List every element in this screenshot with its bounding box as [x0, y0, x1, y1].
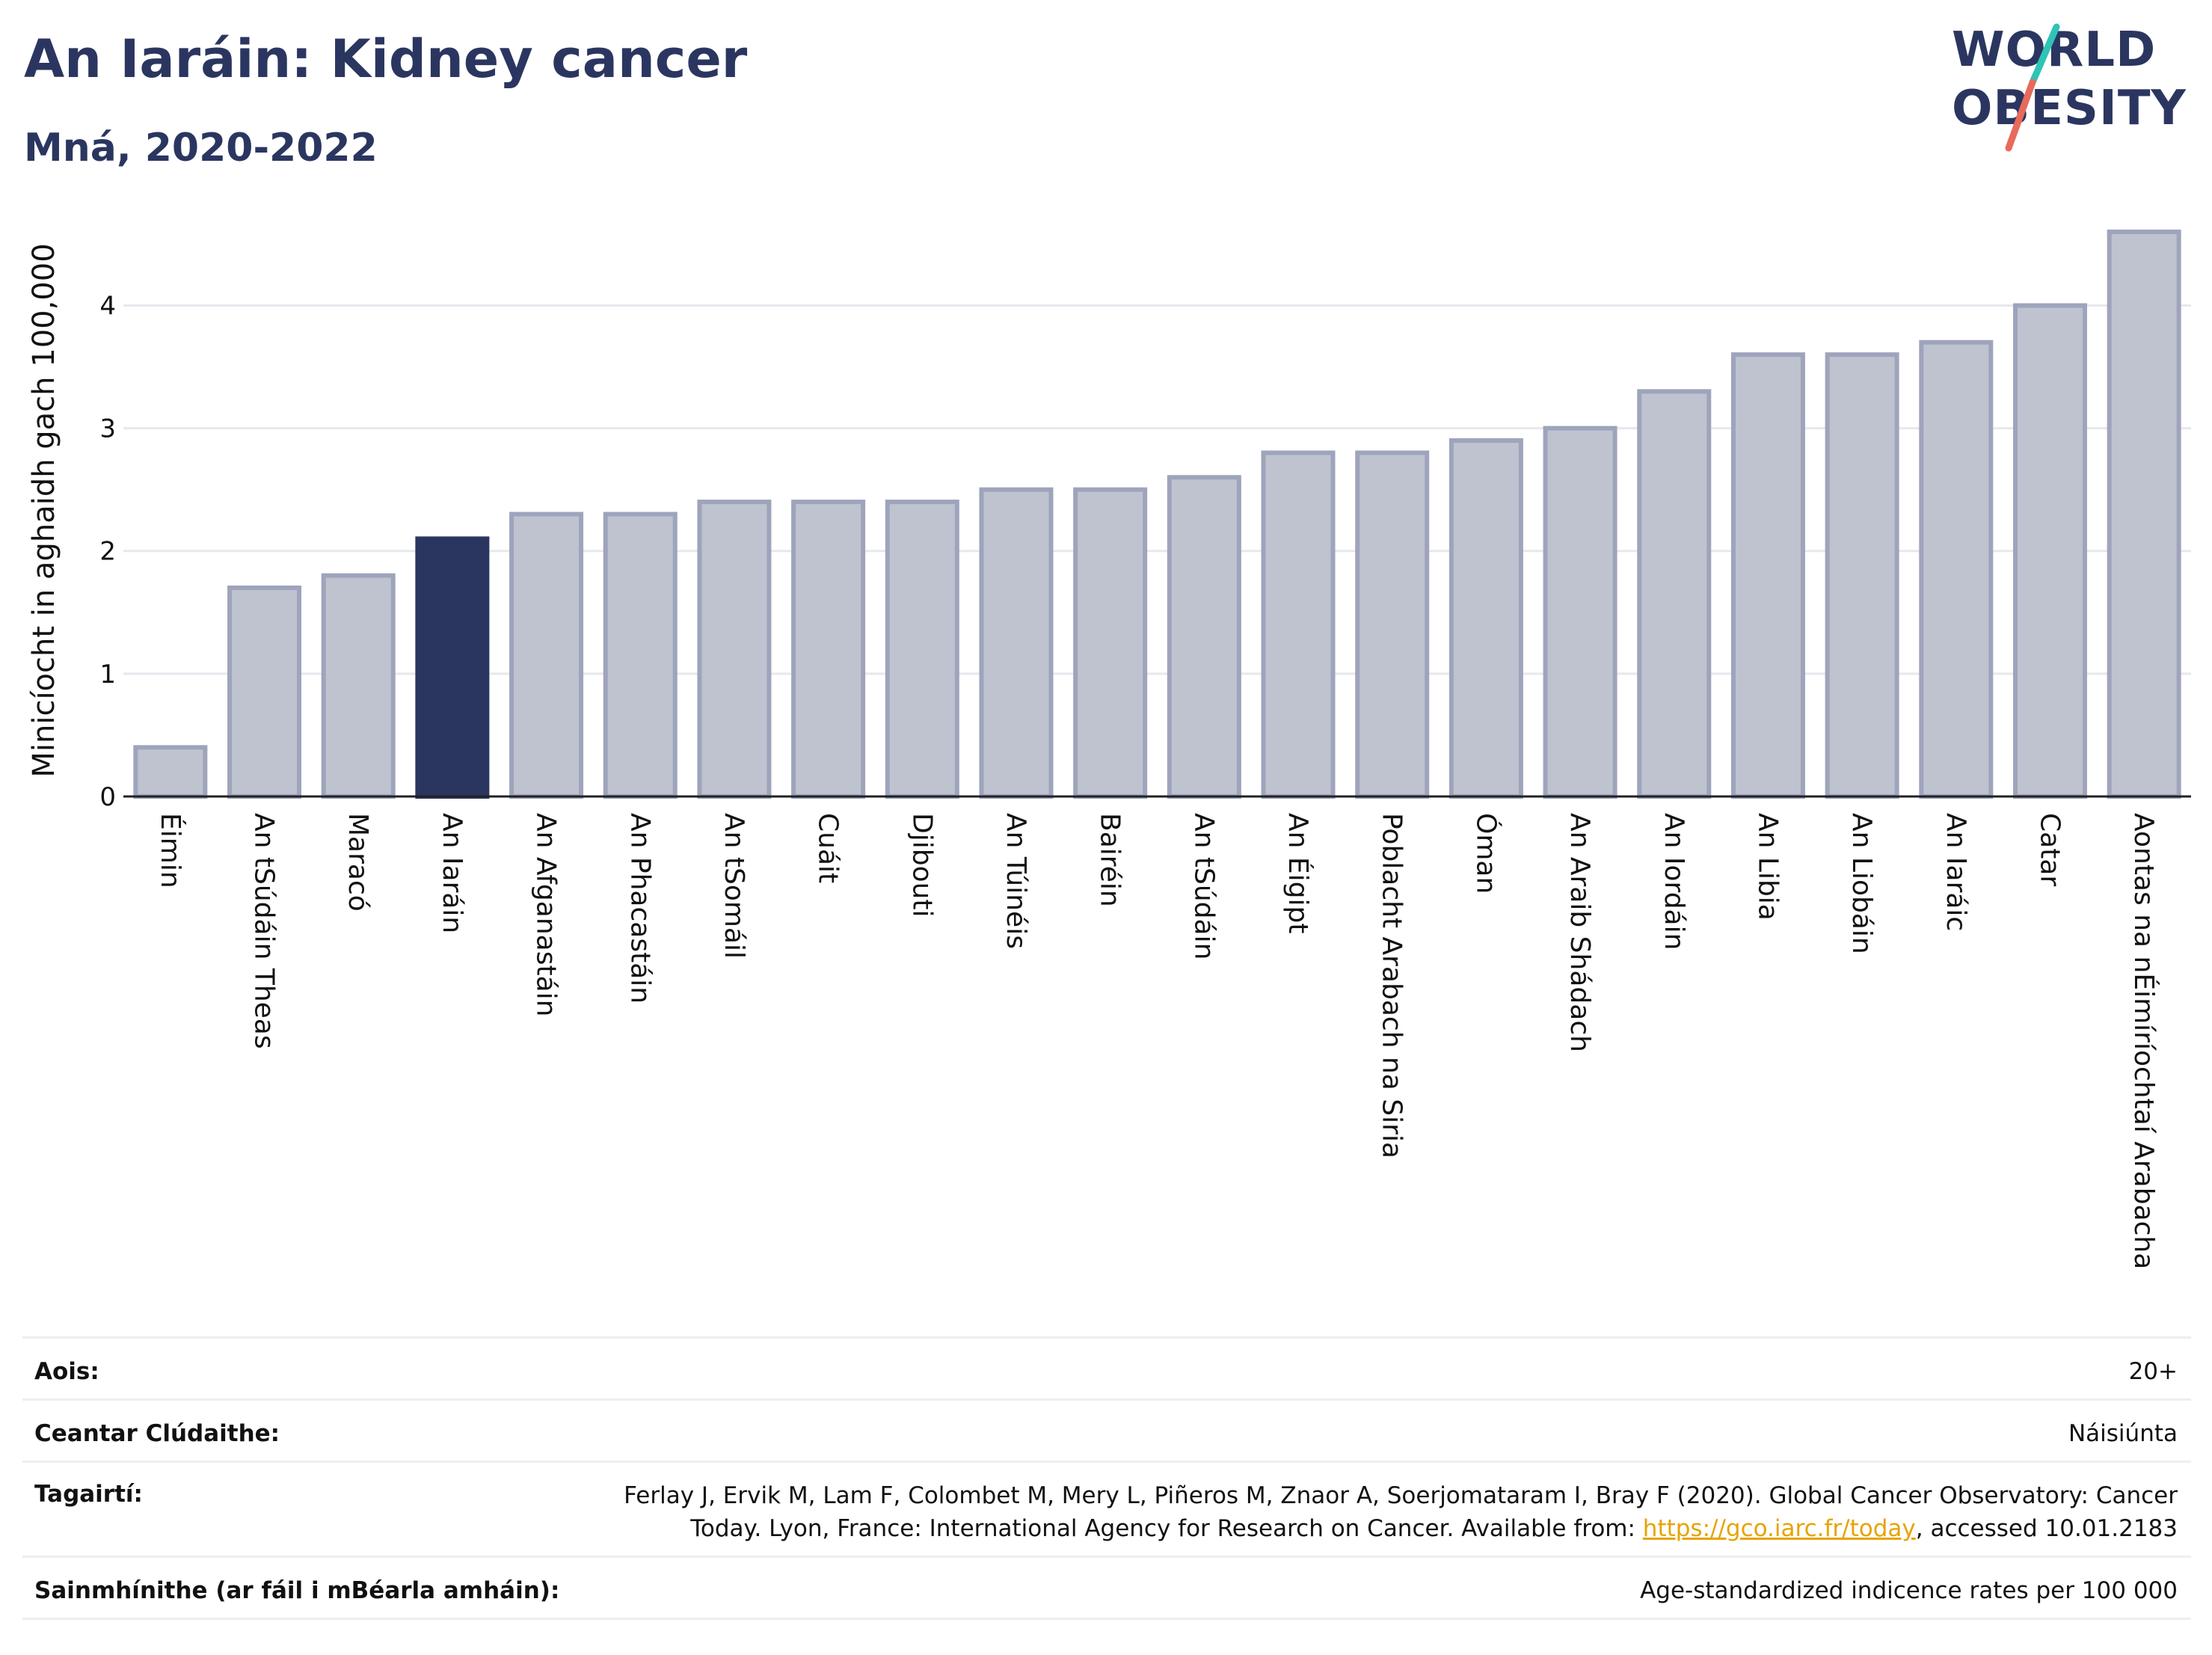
x-tick-label: Cuáit [813, 813, 844, 883]
logo-slash-icon [2005, 23, 2060, 152]
x-tick-label: Bairéin [1095, 813, 1125, 907]
references-text-3: , accessed 10.01.2183 [1915, 1515, 2178, 1542]
x-tick-label: An Éigipt [1282, 813, 1314, 933]
chart-title: An Iaráin: Kidney cancer [24, 28, 748, 90]
bar [415, 536, 490, 799]
bar [1167, 475, 1241, 799]
bar [1543, 426, 1617, 799]
bar [1261, 450, 1336, 799]
info-row-coverage: Ceantar Clúdaithe: Náisiúnta [22, 1398, 2191, 1461]
bar [1730, 352, 1805, 799]
y-tick-label: 2 [99, 537, 116, 567]
coverage-value: Náisiúnta [2068, 1420, 2178, 1447]
bar [603, 512, 678, 799]
x-tick-label: An Iordáin [1659, 813, 1689, 950]
chart-subtitle: Mná, 2020-2022 [24, 126, 378, 171]
x-tick-label: An Túinéis [1001, 813, 1031, 949]
x-tick-label: Aontas na nÉimíríochtaí Arabacha [2128, 813, 2160, 1269]
bar-chart: 0 1 2 3 4 Minicíocht in aghaidh gach 100,000 É… [27, 230, 2191, 1269]
references-text-2: Today. Lyon, France: International Agenc… [690, 1515, 1643, 1542]
references-value: Ferlay J, Ervik M, Lam F, Colombet M, Me… [624, 1463, 2191, 1556]
x-tick-label: An Iaráin [437, 813, 467, 933]
bar [1073, 487, 1148, 799]
y-tick-label: 4 [99, 291, 116, 321]
x-tick-label: An Araib Shádach [1564, 813, 1595, 1052]
definitions-value: Age-standardized indicence rates per 100… [1640, 1577, 2178, 1604]
bar [791, 500, 866, 799]
x-tick-label: An tSomáil [719, 813, 749, 959]
y-tick-label: 3 [99, 414, 116, 444]
x-tick-label: An tSúdáin [1188, 813, 1219, 959]
logo-line-2: OBESITY [1952, 81, 2187, 136]
x-tick-label: An Liobáin [1846, 813, 1877, 954]
x-tick-label: Catar [2034, 813, 2065, 886]
bar [1637, 389, 1712, 799]
x-tick-label: An tSúdáin Theas [249, 813, 280, 1049]
info-row-age: Aois: 20+ [22, 1336, 2191, 1398]
x-tick-label: An Phacastáin [624, 813, 655, 1004]
coverage-label: Ceantar Clúdaithe: [34, 1420, 280, 1447]
y-tick-label: 1 [99, 660, 116, 690]
bar [227, 585, 302, 799]
bar [133, 745, 208, 799]
bar [1448, 438, 1523, 799]
definitions-label: Sainmhínithe (ar fáil i mBéarla amháin): [34, 1577, 560, 1604]
bar [321, 573, 396, 799]
bar [1919, 340, 1994, 799]
references-label: Tagairtí: [34, 1481, 143, 1508]
bar [979, 487, 1054, 799]
bar [1825, 352, 1899, 799]
y-axis-label: Minicíocht in aghaidh gach 100,000 [27, 243, 61, 777]
x-tick-label: Maracó [342, 813, 373, 912]
age-value: 20+ [2128, 1358, 2178, 1385]
bar [697, 500, 772, 799]
info-row-references: Tagairtí: Ferlay J, Ervik M, Lam F, Colo… [22, 1461, 2191, 1556]
info-row-definitions: Sainmhínithe (ar fáil i mBéarla amháin):… [22, 1556, 2191, 1620]
bar [885, 500, 959, 799]
x-tick-label: Éimin [155, 813, 186, 888]
x-tick-label: Djibouti [906, 813, 937, 918]
x-tick-label: An Afganastáin [531, 813, 562, 1016]
y-tick-label: 0 [99, 782, 116, 812]
world-obesity-logo: WORLD OBESITY [1952, 22, 2199, 157]
x-tick-label: An Libia [1752, 813, 1783, 921]
bar [509, 512, 584, 799]
age-label: Aois: [34, 1358, 99, 1385]
x-tick-label: Poblacht Arabach na Siria [1377, 813, 1407, 1158]
bar [2012, 303, 2087, 799]
references-text-1: Ferlay J, Ervik M, Lam F, Colombet M, Me… [624, 1482, 2178, 1509]
bar [2107, 230, 2181, 799]
references-link[interactable]: https://gco.iarc.fr/today [1642, 1515, 1916, 1542]
x-tick-label: An Iaráic [1941, 813, 1971, 931]
bar [1355, 450, 1430, 799]
x-tick-label: Óman [1470, 813, 1502, 894]
